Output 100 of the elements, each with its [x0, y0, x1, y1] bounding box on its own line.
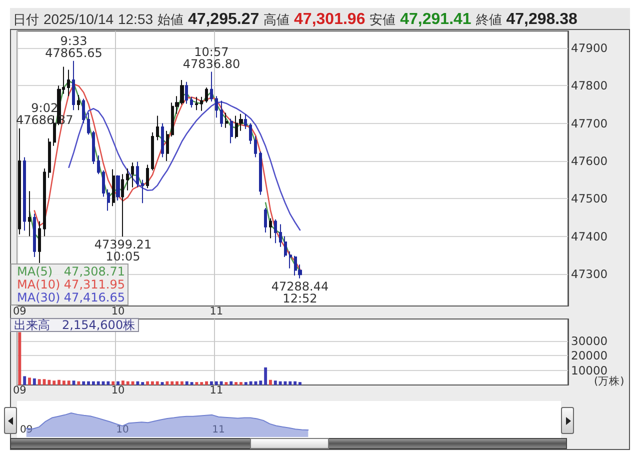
- bar: [48, 380, 51, 385]
- y-tick-label: 47900: [571, 40, 608, 55]
- candlestick: [18, 128, 21, 235]
- bar: [150, 381, 154, 385]
- chart-title: 出来高 2,154,600株: [14, 318, 136, 332]
- candlestick: [215, 96, 218, 118]
- candlestick: [254, 136, 257, 158]
- candlestick: [166, 130, 169, 162]
- candlestick: [72, 60, 75, 111]
- bar: [126, 381, 130, 385]
- y-tick-label: 47300: [571, 266, 608, 281]
- bar: [82, 381, 86, 385]
- bar: [146, 381, 150, 385]
- annotation: 47288.44 12:52: [271, 279, 329, 306]
- candlestick: [43, 168, 46, 237]
- candlestick: [102, 170, 105, 198]
- bar: [136, 381, 140, 385]
- bar: [116, 381, 120, 385]
- y-tick-label: 47700: [571, 116, 608, 130]
- bar: [96, 381, 100, 385]
- annotation: 47399.21 10:05: [94, 238, 152, 264]
- bar: [180, 381, 184, 385]
- bar: [264, 367, 268, 385]
- bar: [131, 381, 134, 385]
- candlestick: [264, 208, 267, 234]
- candlestick: [185, 81, 188, 104]
- bar: [214, 381, 218, 385]
- bar: [160, 382, 164, 385]
- candlestick: [151, 132, 154, 171]
- bar: [166, 381, 169, 385]
- candlestick: [230, 118, 233, 144]
- bar: [38, 379, 41, 385]
- candlestick: [77, 94, 80, 111]
- candlestick: [23, 156, 26, 232]
- candlestick: [48, 138, 51, 178]
- bar: [224, 382, 228, 385]
- bar: [278, 381, 282, 385]
- bar: [170, 381, 174, 385]
- bar: [106, 381, 110, 385]
- x-tick-label: 10: [116, 424, 129, 436]
- bar: [87, 381, 90, 385]
- bar: [294, 381, 297, 385]
- candlestick: [87, 112, 90, 136]
- bar: [141, 382, 144, 385]
- x-tick-label: 10: [111, 384, 125, 396]
- bar: [244, 382, 248, 385]
- candlestick: [107, 188, 110, 212]
- candlestick: [28, 190, 31, 237]
- bar: [176, 381, 179, 385]
- candlestick: [126, 168, 129, 191]
- candlestick: [269, 218, 272, 239]
- y-axis-title: (万株): [594, 374, 624, 388]
- bar: [156, 381, 159, 385]
- bar: [23, 376, 26, 385]
- y-tick-label: 47600: [571, 154, 608, 168]
- candlestick: [284, 236, 287, 258]
- bar: [32, 378, 36, 385]
- bar: [239, 382, 242, 385]
- candlestick: [156, 115, 159, 141]
- bar: [230, 381, 233, 385]
- candlestick: [112, 168, 115, 207]
- bar: [28, 378, 31, 385]
- candlestick: [249, 122, 252, 145]
- x-tick-label: 11: [212, 424, 225, 436]
- bar: [195, 382, 198, 385]
- bar: [185, 381, 188, 385]
- bar: [62, 380, 66, 385]
- candlestick: [136, 161, 139, 188]
- candlestick: [190, 96, 193, 108]
- candlestick: [244, 114, 247, 130]
- candlestick: [210, 71, 213, 102]
- bar: [67, 380, 70, 385]
- bar: [52, 380, 56, 385]
- x-tick-label: 09: [12, 306, 26, 318]
- y-tick-label: 10000: [571, 363, 608, 378]
- y-tick-label: 47400: [571, 229, 608, 244]
- candlestick: [279, 224, 282, 248]
- candlestick: [141, 179, 144, 204]
- bar: [112, 381, 115, 385]
- candlestick: [146, 164, 149, 189]
- candlestick: [33, 213, 36, 258]
- candlestick: [116, 174, 120, 202]
- y-tick-label: 47800: [571, 78, 608, 93]
- bar: [77, 381, 80, 385]
- bar: [274, 380, 277, 385]
- bar: [259, 380, 262, 385]
- candlestick: [205, 87, 208, 104]
- y-tick-label: 30000: [571, 334, 608, 348]
- candlestick: [274, 218, 277, 244]
- candlestick: [161, 122, 164, 158]
- text: MA(5) 47,308.71: [17, 264, 125, 278]
- bar: [190, 382, 194, 385]
- bar: [220, 381, 223, 385]
- bar: [210, 381, 213, 385]
- bar: [234, 382, 238, 385]
- candlestick: [67, 69, 70, 97]
- candlestick: [92, 130, 95, 164]
- bar: [288, 381, 292, 385]
- candlestick: [82, 98, 85, 124]
- bar: [298, 382, 302, 385]
